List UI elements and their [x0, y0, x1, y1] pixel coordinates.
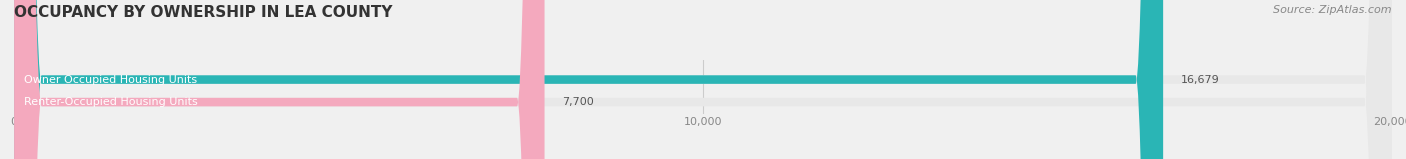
Text: Source: ZipAtlas.com: Source: ZipAtlas.com	[1274, 5, 1392, 15]
Text: Renter-Occupied Housing Units: Renter-Occupied Housing Units	[24, 97, 198, 107]
Text: 16,679: 16,679	[1181, 75, 1219, 85]
FancyBboxPatch shape	[14, 0, 544, 159]
FancyBboxPatch shape	[14, 0, 1392, 159]
FancyBboxPatch shape	[14, 0, 1163, 159]
FancyBboxPatch shape	[14, 0, 1392, 159]
Text: OCCUPANCY BY OWNERSHIP IN LEA COUNTY: OCCUPANCY BY OWNERSHIP IN LEA COUNTY	[14, 5, 392, 20]
Text: Owner Occupied Housing Units: Owner Occupied Housing Units	[24, 75, 197, 85]
Text: 7,700: 7,700	[562, 97, 593, 107]
